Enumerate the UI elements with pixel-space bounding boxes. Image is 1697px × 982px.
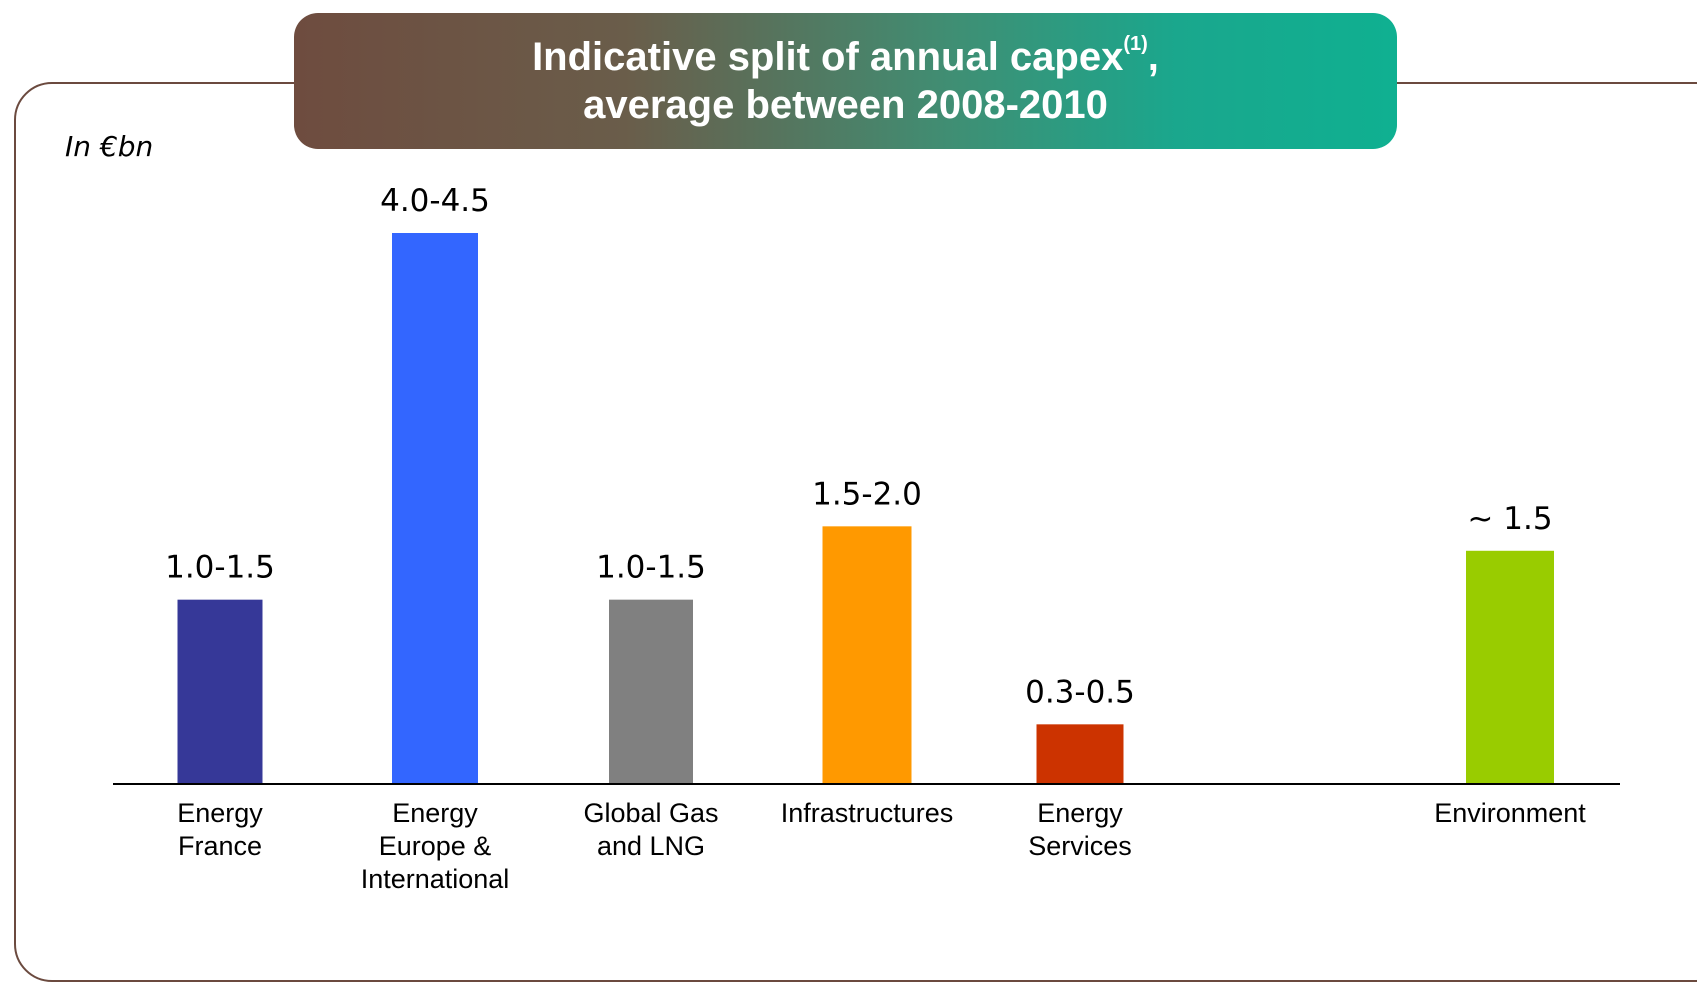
category-label-1: Energy Europe & International (361, 798, 510, 894)
bar-3 (822, 526, 912, 783)
category-label-5: Environment (1434, 798, 1586, 828)
unit-label: In €bn (65, 130, 154, 163)
category-label-line: Services (1028, 831, 1132, 861)
category-label-line: Energy (177, 798, 263, 828)
bar-1 (392, 233, 478, 783)
category-label-4: Energy Services (1028, 798, 1132, 861)
bar-value-label-2: 1.0-1.5 (596, 550, 706, 586)
category-label-0: Energy France (177, 798, 263, 861)
chart-title-comma: , (1147, 35, 1159, 79)
chart-title-banner: Indicative split of annual capex(1), ave… (294, 13, 1397, 149)
footnote-marker: (1) (1123, 33, 1148, 55)
category-label-line: France (178, 831, 262, 861)
bar-0 (177, 599, 263, 783)
bar-2 (609, 599, 693, 783)
bar-value-label-4: 0.3-0.5 (1025, 674, 1135, 710)
chart-title-text: Indicative split of annual capex (532, 35, 1124, 79)
bar-value-label-0: 1.0-1.5 (165, 550, 275, 586)
category-label-line: Infrastructures (781, 798, 954, 828)
bar-5 (1466, 550, 1554, 783)
category-label-line: Environment (1434, 798, 1586, 828)
category-label-line: Global Gas (583, 798, 718, 828)
category-label-3: Infrastructures (781, 798, 954, 828)
chart-title-line1: Indicative split of annual capex(1), (294, 33, 1397, 81)
bars-layer (177, 233, 1554, 783)
category-label-line: and LNG (597, 831, 705, 861)
bar-value-label-1: 4.0-4.5 (380, 183, 490, 219)
chart-title-line2: average between 2008-2010 (583, 83, 1108, 127)
category-label-line: Energy (392, 798, 478, 828)
bar-4 (1036, 724, 1124, 783)
bar-value-label-5: ~ 1.5 (1467, 501, 1552, 537)
bar-value-label-3: 1.5-2.0 (812, 476, 922, 512)
category-label-2: Global Gas and LNG (583, 798, 718, 861)
category-label-line: Energy (1037, 798, 1123, 828)
category-label-line: Europe & (379, 831, 492, 861)
category-label-line: International (361, 864, 510, 894)
